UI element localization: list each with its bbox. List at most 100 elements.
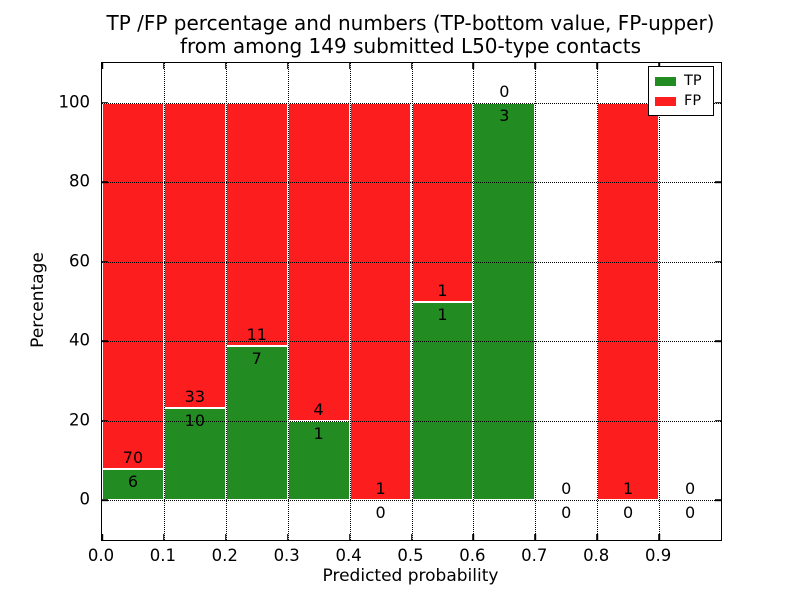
chart-title-line2: from among 149 submitted L50-type contac… [179,34,642,58]
plot-area: 70 6 33 10 11 7 4 1 1 0 1 1 0 3 0 0 1 0 0 0 [101,62,722,541]
y-tick-label: 0 [79,489,91,509]
fp-count-label: 0 [499,81,510,101]
y-tick-mark [102,340,108,343]
x-tick-mark [534,534,537,540]
vertical-gridline [597,63,599,540]
x-tick-mark [348,63,351,69]
x-axis-label: Predicted probability [322,566,499,586]
x-tick-label: 0.3 [273,546,300,565]
x-tick-mark [163,63,165,69]
fp-count-label: 4 [313,399,324,419]
fp-bar-segment [163,102,226,408]
y-tick-label: 100 [58,92,91,112]
x-tick-mark [410,534,413,540]
y-tick-mark [715,340,721,343]
tp-count-label: 1 [313,423,324,443]
y-tick-mark [715,101,721,104]
tp-count-label: 0 [561,503,572,523]
legend-item-tp: TP [655,71,707,91]
x-tick-mark [658,534,660,540]
tp-count-label: 0 [684,503,696,523]
tp-count-label: 3 [499,105,510,125]
y-tick-mark [715,499,721,502]
vertical-gridline [411,63,413,540]
vertical-gridline [535,63,537,540]
tp-bar-segment [473,102,536,501]
x-tick-mark [286,534,289,540]
x-tick-mark [101,534,103,540]
y-tick-label: 60 [69,251,90,271]
legend-swatch-tp [655,76,676,86]
vertical-gridline [349,63,351,540]
x-tick-mark [534,63,537,69]
fp-bar-segment [102,102,164,469]
legend: TP FP [648,66,714,116]
fp-count-label: 70 [122,447,144,467]
x-tick-mark [596,63,598,69]
fp-count-label: 0 [684,479,696,499]
fp-count-label: 1 [375,479,386,499]
fp-bar-segment [349,102,412,501]
x-tick-mark [286,63,289,69]
tp-bar-segment [225,345,288,501]
y-tick-mark [102,101,108,104]
tp-count-label: 0 [375,503,386,523]
fp-count-label: 33 [184,386,206,406]
y-tick-mark [715,419,721,422]
vertical-gridline [659,63,661,540]
x-tick-label: 0.8 [583,546,610,565]
vertical-gridline [473,63,475,540]
y-tick-mark [102,499,108,502]
x-tick-mark [225,534,227,540]
chart-title-line1: TP /FP percentage and numbers (TP-bottom… [106,11,715,35]
tp-count-label: 0 [623,503,634,523]
legend-swatch-fp [655,96,676,106]
y-tick-label: 80 [69,171,90,191]
tp-count-label: 1 [437,304,448,324]
x-tick-label: 0.1 [149,546,177,565]
legend-label: TP [684,72,702,89]
tp-count-label: 6 [127,471,139,491]
x-tick-mark [225,63,227,69]
tp-bar-segment [102,468,164,501]
fp-count-label: 1 [623,479,634,499]
x-tick-mark [348,534,351,540]
fp-count-label: 0 [561,479,572,499]
x-tick-label: 0.6 [459,546,486,565]
y-tick-mark [102,260,108,263]
x-tick-label: 0.5 [397,546,424,565]
y-tick-label: 20 [69,410,90,430]
x-tick-label: 0.4 [335,546,362,565]
x-tick-mark [410,63,413,69]
x-tick-mark [163,534,165,540]
tp-bar-segment [411,301,474,501]
y-tick-mark [715,260,721,263]
legend-label: FP [684,92,702,109]
x-tick-label: 0.0 [87,546,115,565]
tp-count-label: 10 [184,410,206,430]
chart-title: TP /FP percentage and numbers (TP-bottom… [101,12,720,58]
x-tick-label: 0.9 [644,546,672,565]
fp-count-label: 11 [246,324,267,344]
fp-bar-segment [225,102,288,346]
x-tick-label: 0.7 [521,546,548,565]
vertical-gridline [287,63,289,540]
fp-bar-segment [597,102,660,501]
y-tick-mark [102,419,108,422]
tp-count-label: 7 [251,348,262,368]
legend-item-fp: FP [655,91,707,111]
x-tick-label: 0.2 [211,546,238,565]
tp-bar-segment [163,407,226,501]
y-tick-label: 40 [69,330,90,350]
x-tick-mark [101,63,103,69]
fp-bar-segment [411,102,474,302]
x-tick-mark [472,534,475,540]
x-tick-mark [596,534,598,540]
fp-count-label: 1 [437,280,448,300]
vertical-gridline [163,63,165,540]
vertical-gridline [225,63,227,540]
y-tick-mark [102,181,108,184]
y-tick-mark [715,181,721,184]
x-tick-mark [472,63,475,69]
